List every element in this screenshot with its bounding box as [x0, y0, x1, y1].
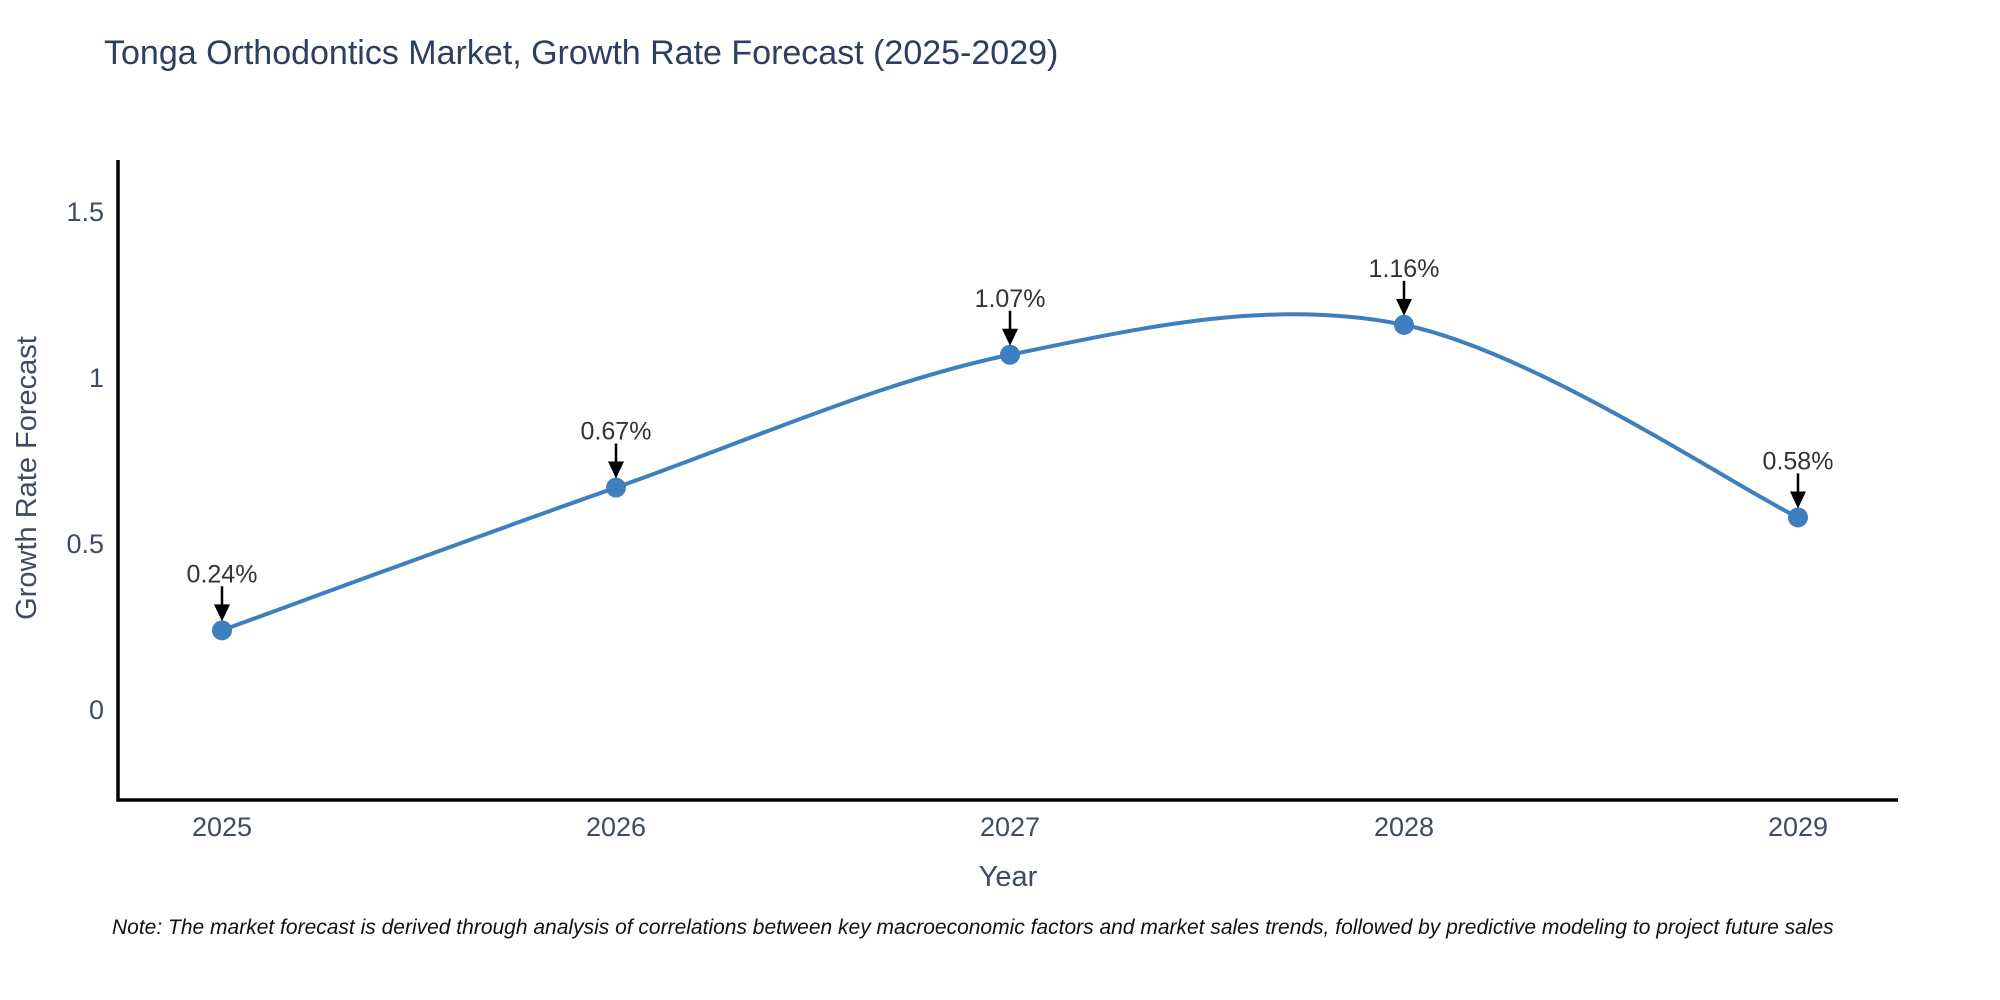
data-point-marker	[606, 477, 626, 498]
point-annotation-label: 0.24%	[187, 560, 258, 588]
annotation-arrowhead	[1002, 328, 1018, 346]
point-annotation-label: 0.58%	[1763, 447, 1834, 475]
point-annotation-label: 0.67%	[581, 418, 652, 446]
data-point-marker	[1000, 344, 1020, 365]
annotation-arrowhead	[608, 461, 624, 479]
data-point-marker	[212, 620, 232, 641]
x-axis-title: Year	[979, 861, 1038, 893]
axis-lines	[116, 160, 1898, 802]
point-annotation-label: 1.07%	[975, 285, 1046, 313]
chart-title: Tonga Orthodontics Market, Growth Rate F…	[104, 34, 1059, 72]
annotation-arrowhead	[1396, 298, 1412, 316]
footnote: Note: The market forecast is derived thr…	[112, 916, 1834, 939]
point-annotation-label: 1.16%	[1369, 255, 1440, 283]
x-tick-label: 2027	[980, 812, 1040, 842]
y-tick-label: 1	[89, 363, 104, 393]
x-tick-label: 2025	[192, 812, 252, 842]
x-tick-label: 2028	[1374, 812, 1434, 842]
y-axis-title: Growth Rate Forecast	[11, 336, 43, 620]
annotation-arrowhead	[214, 604, 230, 622]
y-tick-label: 1.5	[66, 197, 104, 227]
data-point-marker	[1788, 507, 1808, 528]
y-tick-label: 0	[89, 695, 104, 725]
x-tick-label: 2029	[1768, 812, 1828, 842]
x-tick-label: 2026	[586, 812, 646, 842]
annotation-arrowhead	[1790, 491, 1806, 509]
data-point-marker	[1394, 314, 1414, 335]
y-tick-label: 0.5	[66, 529, 104, 559]
